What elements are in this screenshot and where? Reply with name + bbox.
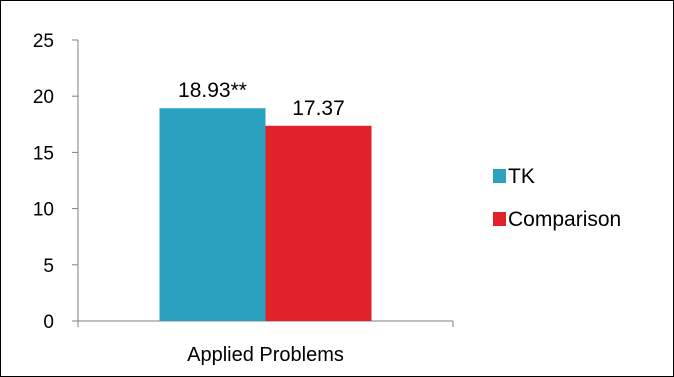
bar-tk — [160, 108, 266, 321]
bar-comparison — [266, 126, 372, 321]
y-tick-label: 0 — [43, 312, 54, 333]
legend: TK Comparison — [493, 165, 621, 231]
y-tick-label: 10 — [33, 200, 54, 221]
legend-label-tk: TK — [508, 165, 535, 188]
y-tick-label: 25 — [33, 31, 54, 52]
legend-swatch-comparison — [493, 212, 506, 226]
y-tick-label: 15 — [33, 143, 54, 164]
legend-label-comparison: Comparison — [508, 208, 621, 231]
y-tick-label: 5 — [43, 256, 54, 277]
data-label-tk: 18.93** — [178, 79, 247, 102]
x-category-label: Applied Problems — [187, 344, 344, 366]
y-tick-label: 20 — [33, 87, 54, 108]
bars — [160, 108, 372, 321]
data-label-comparison: 17.37 — [292, 97, 345, 120]
legend-swatch-tk — [493, 169, 506, 183]
